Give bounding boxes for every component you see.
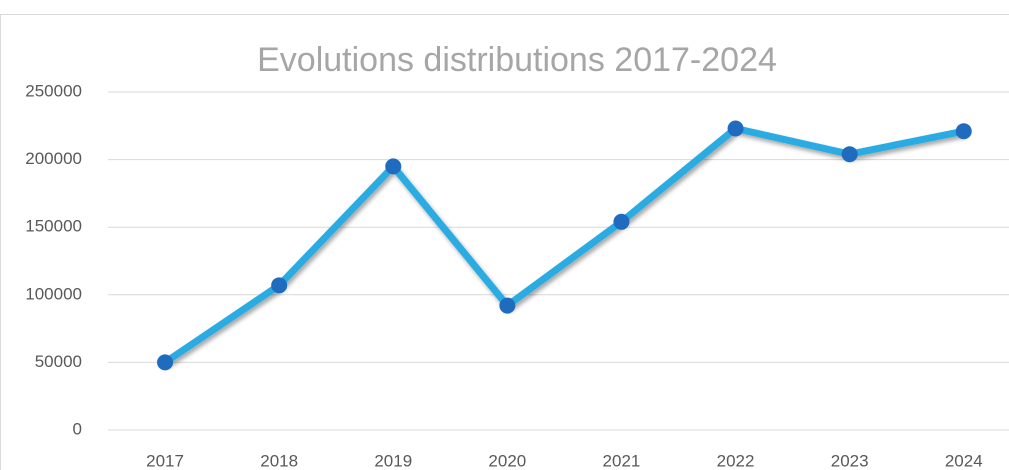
data-point [499, 297, 516, 314]
y-tick-label: 50000 [35, 352, 82, 371]
x-tick-label: 2020 [488, 451, 526, 470]
x-tick-label: 2023 [831, 451, 869, 470]
data-point [727, 120, 744, 137]
data-point [157, 354, 174, 371]
x-tick-label: 2024 [945, 451, 983, 470]
y-tick-label: 250000 [25, 81, 82, 100]
data-point [385, 158, 402, 175]
chart-title: Evolutions distributions 2017-2024 [257, 41, 777, 79]
chart-frame [0, 14, 1009, 470]
y-tick-label: 200000 [25, 149, 82, 168]
data-point [841, 146, 858, 163]
data-point [271, 277, 288, 294]
data-point [613, 213, 630, 230]
x-tick-label: 2017 [146, 451, 184, 470]
data-point [955, 123, 972, 140]
y-tick-label: 150000 [25, 217, 82, 236]
x-tick-label: 2021 [603, 451, 641, 470]
x-tick-label: 2018 [260, 451, 298, 470]
data-line [163, 125, 965, 366]
x-tick-label: 2019 [374, 451, 412, 470]
x-tick-label: 2022 [717, 451, 755, 470]
y-tick-label: 0 [73, 419, 82, 438]
y-tick-label: 100000 [25, 284, 82, 303]
